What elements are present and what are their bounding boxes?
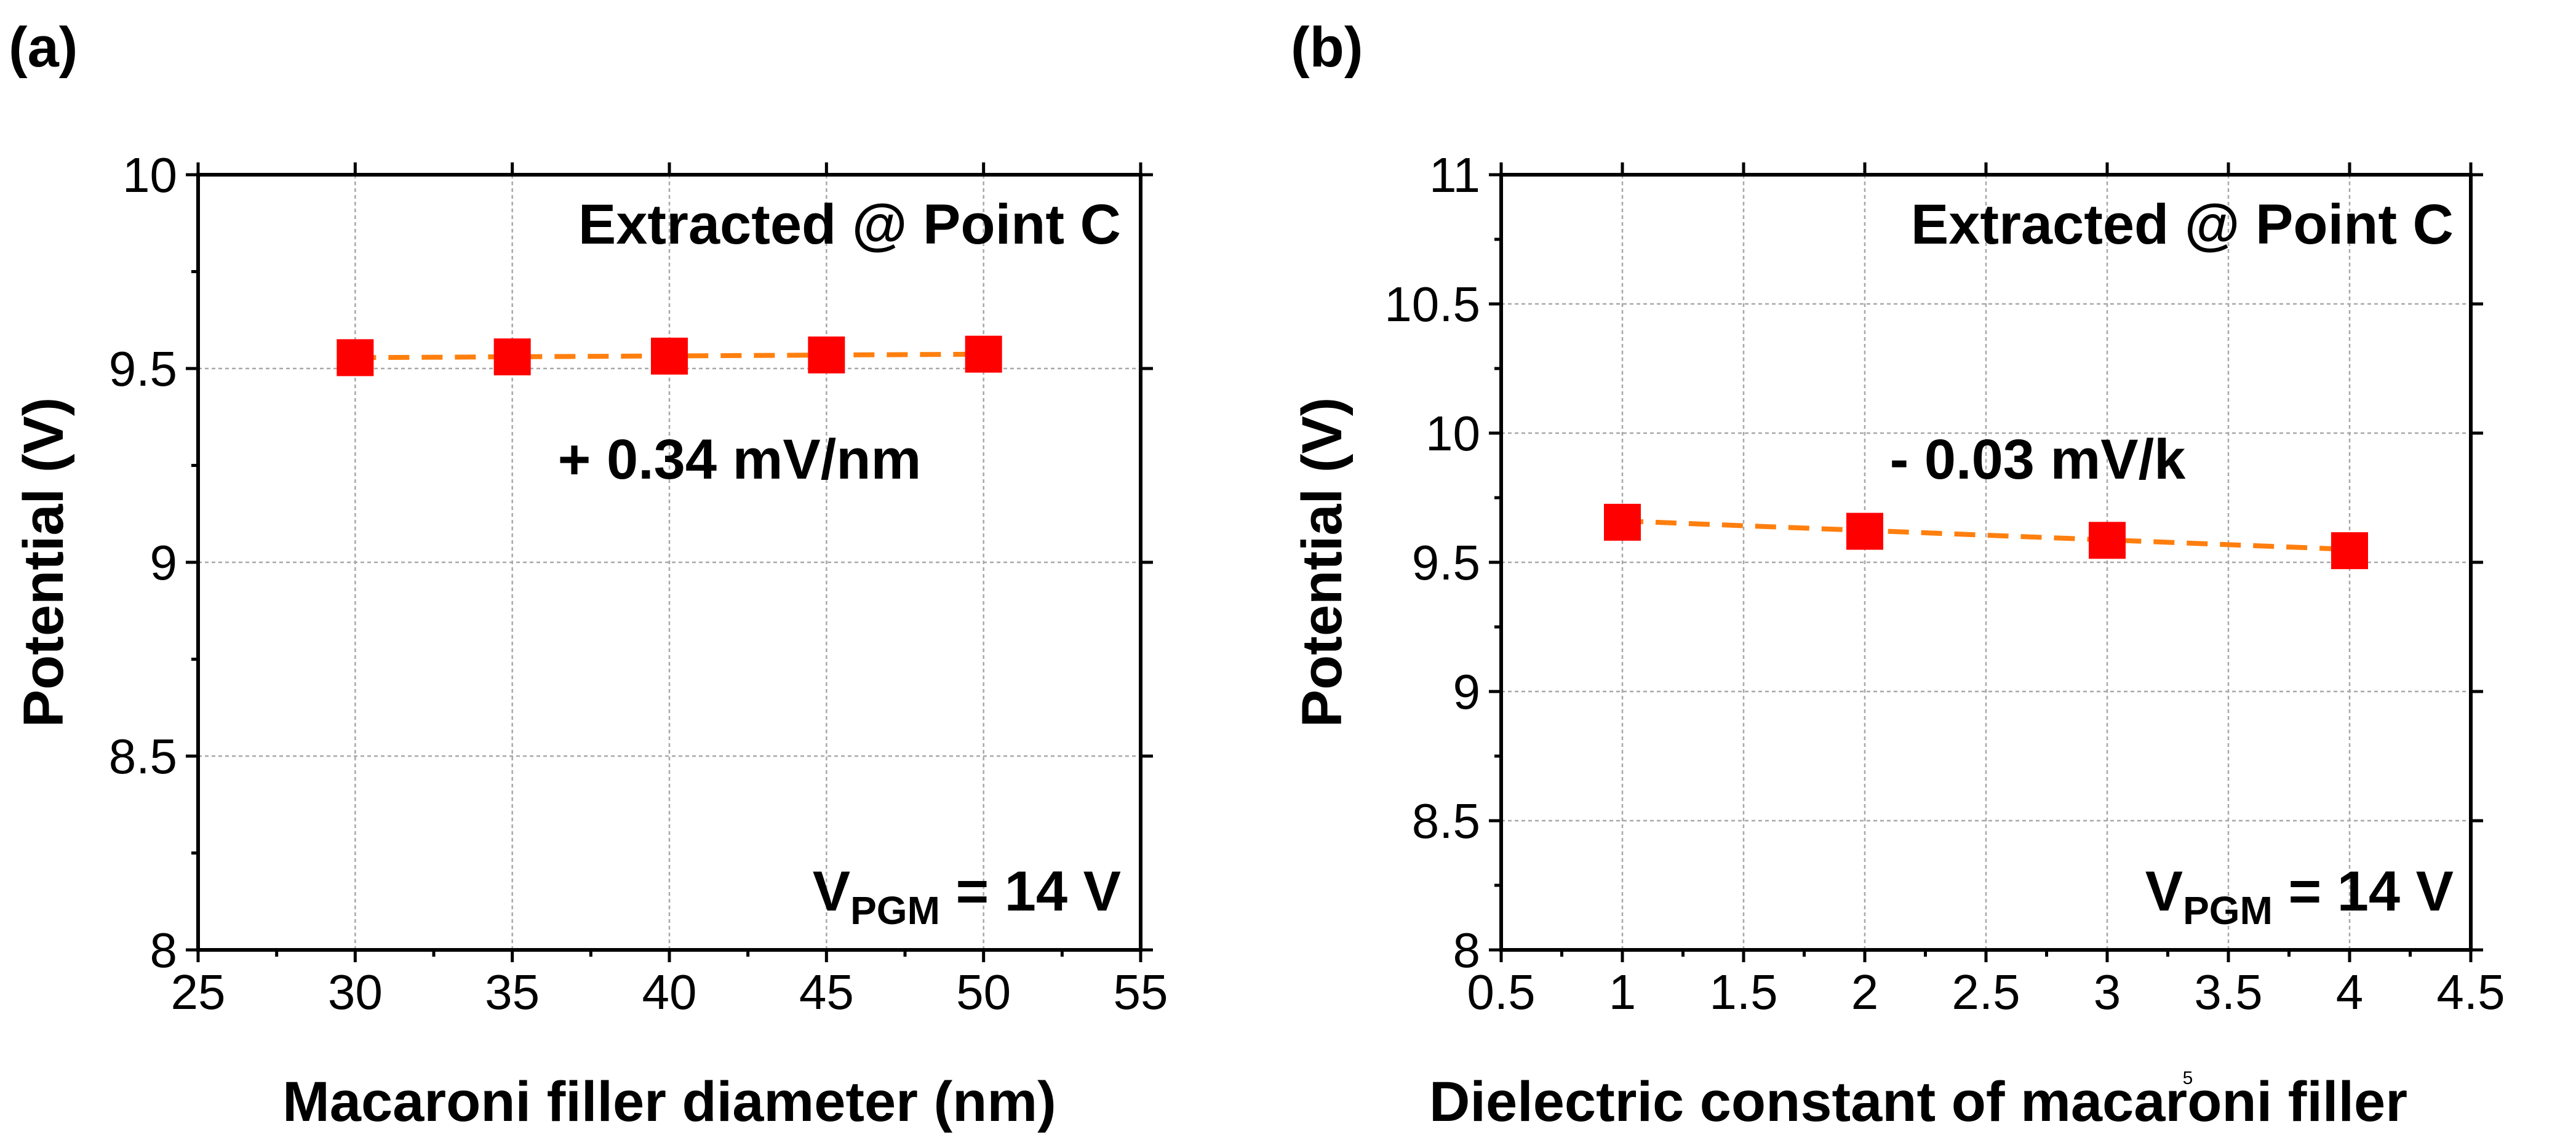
y-tick-label-a: 9.5 xyxy=(109,341,177,396)
x-tick-label-b: 3 xyxy=(2094,965,2121,1019)
data-point-b xyxy=(2331,532,2368,570)
x-tick-label-b: 3.5 xyxy=(2194,965,2262,1019)
panel-b: (b) 0.5 1 1.5 2 2.5 3 3.5 4 4.5 8 8.5 9 9.5 10 10.5 11… xyxy=(1291,16,2505,1133)
x-tick-label-a: 40 xyxy=(642,965,697,1019)
data-point-b xyxy=(1604,503,1641,541)
x-tick-label-a: 50 xyxy=(956,965,1011,1019)
y-tick-label-b: 9.5 xyxy=(1412,535,1480,590)
x-tick-label-a: 35 xyxy=(485,965,540,1019)
y-tick-label-a: 8 xyxy=(150,923,178,978)
x-tick-label-b: 2.5 xyxy=(1952,965,2020,1019)
y-tick-label-b: 9 xyxy=(1453,664,1481,719)
y-tick-label-b: 8 xyxy=(1453,923,1481,978)
extracted-label-b: Extracted @ Point C xyxy=(1911,193,2454,256)
x-axis-title-b: Dielectric constant of macaroni filler xyxy=(1429,1070,2407,1133)
x-tick-label-a: 55 xyxy=(1114,965,1168,1019)
y-tick-label-a: 8.5 xyxy=(109,729,177,784)
data-point-b xyxy=(1846,512,1883,550)
x-tick-label-b: 4 xyxy=(2336,965,2364,1019)
data-point-a xyxy=(651,337,688,375)
x-tick-label-a: 25 xyxy=(171,965,226,1019)
y-tick-label-a: 10 xyxy=(122,148,177,202)
plot-frame-a xyxy=(196,173,1142,952)
ticks-a xyxy=(186,162,1153,962)
page-number: 5 xyxy=(2183,1068,2193,1088)
data-point-b xyxy=(2089,522,2126,559)
extracted-label-a: Extracted @ Point C xyxy=(578,193,1121,256)
x-tick-labels-b: 0.5 1 1.5 2 2.5 3 3.5 4 4.5 xyxy=(1467,965,2505,1019)
x-tick-label-b: 1.5 xyxy=(1709,965,1777,1019)
panel-label-b: (b) xyxy=(1291,16,1363,79)
x-tick-label-b: 0.5 xyxy=(1467,965,1535,1019)
markers-a xyxy=(337,335,1002,377)
markers-b xyxy=(1604,503,2368,570)
x-tick-label-a: 30 xyxy=(328,965,383,1019)
x-tick-label-b: 2 xyxy=(1851,965,1879,1019)
data-point-a xyxy=(337,339,374,377)
y-tick-labels-a: 8 8.5 9 9.5 10 xyxy=(109,148,177,978)
y-tick-label-b: 11 xyxy=(1429,148,1480,202)
vpgm-label-b: VPGM = 14 V xyxy=(2145,860,2454,933)
slope-label-a: + 0.34 mV/nm xyxy=(558,428,922,491)
y-tick-label-b: 10 xyxy=(1426,406,1480,461)
y-tick-labels-b: 8 8.5 9 9.5 10 10.5 11 xyxy=(1384,148,1480,978)
data-point-a xyxy=(965,335,1002,373)
slope-label-b: - 0.03 mV/k xyxy=(1890,428,2187,491)
grid-b xyxy=(1501,175,2471,950)
y-axis-title-b: Potential (V) xyxy=(1291,397,1354,728)
x-tick-label-b: 4.5 xyxy=(2436,965,2505,1019)
data-point-a xyxy=(493,338,531,376)
fit-line-b xyxy=(1622,518,2350,552)
y-tick-label-b: 8.5 xyxy=(1412,794,1480,848)
panel-a: (a) 25 30 35 40 45 50 55 8 8.5 9 9.5 10 Extracted … xyxy=(9,16,1168,1133)
x-tick-labels-a: 25 30 35 40 45 50 55 xyxy=(171,965,1168,1019)
x-axis-title-a: Macaroni filler diameter (nm) xyxy=(282,1070,1056,1133)
x-tick-label-b: 1 xyxy=(1609,965,1637,1019)
y-tick-label-a: 9 xyxy=(150,535,178,590)
grid-a xyxy=(198,175,1141,950)
x-tick-label-a: 45 xyxy=(799,965,854,1019)
y-axis-title-a: Potential (V) xyxy=(12,397,75,728)
y-tick-label-b: 10.5 xyxy=(1384,277,1480,332)
panel-label-a: (a) xyxy=(9,16,78,79)
plot-frame-b xyxy=(1499,173,2473,952)
data-point-a xyxy=(808,336,845,373)
vpgm-label-a: VPGM = 14 V xyxy=(813,860,1121,933)
